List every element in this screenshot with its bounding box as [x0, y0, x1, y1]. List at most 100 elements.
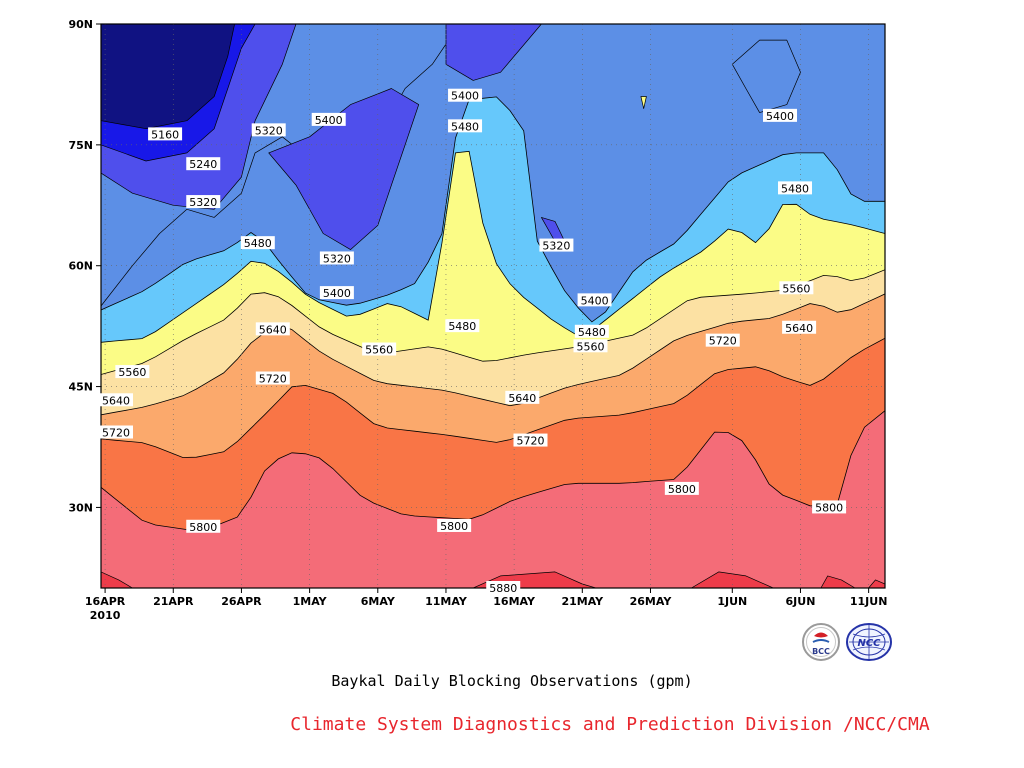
contour-label-text: 5240: [189, 158, 217, 171]
contour-label-text: 5480: [448, 320, 476, 333]
contour-labels: 5160 5240 5320 5320 5400 5400 5480 5400 5480 5320…: [98, 88, 847, 595]
contour-label-bg: [251, 123, 286, 137]
x-tick-label: 21MAY: [561, 595, 604, 608]
y-tick-label: 45N: [68, 381, 93, 394]
contour-label-bg: [437, 518, 472, 532]
contour-label-bg: [763, 108, 798, 122]
contour-label-text: 5480: [451, 120, 479, 133]
contour-label-text: 5480: [244, 237, 272, 250]
contour-label-text: 5400: [581, 294, 609, 307]
ncc-logo: NCC: [846, 623, 892, 661]
contour-label-bg: [240, 236, 275, 250]
contour-label: 5400: [311, 112, 346, 127]
contour-label-text: 5800: [440, 520, 468, 533]
x-tick-label: 26MAY: [630, 595, 673, 608]
contour-label-text: 5720: [516, 435, 544, 448]
contour-label: 5800: [812, 500, 847, 514]
contour-label-text: 5320: [323, 252, 351, 265]
y-tick-label: 90N: [68, 18, 93, 31]
bcc-logo-text: BCC: [812, 647, 830, 656]
contour-label-bg: [255, 371, 290, 385]
contour-label-bg: [148, 127, 183, 141]
x-tick-label: 16APR: [85, 595, 126, 608]
x-tick-label: 11JUN: [850, 595, 888, 608]
contour-label-bg: [98, 393, 133, 407]
contour-label: 5480: [448, 119, 483, 133]
blob-5320b: [268, 88, 420, 250]
contour-label: 5640: [255, 322, 290, 336]
x-tick-label: 1JUN: [717, 595, 747, 608]
contour-label: 5320: [251, 123, 286, 137]
contour-label: 5720: [98, 425, 133, 439]
x-tick-label: 6MAY: [361, 595, 396, 608]
contour-label: 5320: [319, 251, 354, 265]
contour-label-text: 5160: [151, 128, 179, 141]
contour-label-bg: [186, 195, 221, 209]
contour-label-bg: [705, 333, 740, 347]
contour-label-text: 5640: [102, 394, 130, 407]
hot-4: [820, 575, 856, 588]
contour-label-bg: [779, 281, 814, 295]
contour-label: 5640: [98, 393, 133, 407]
contour-label-bg: [319, 286, 354, 300]
contour-label: 5240: [186, 157, 221, 171]
contour-label: 5720: [255, 371, 290, 386]
contour-label-text: 5720: [259, 373, 287, 386]
hot-5: [868, 579, 885, 588]
contour-label-text: 5560: [576, 340, 604, 353]
contour-label: 5800: [664, 481, 699, 496]
contour-label-bg: [573, 339, 608, 353]
contour-label-bg: [782, 320, 817, 334]
x-tick-label: 6JUN: [786, 595, 816, 608]
contour-label: 5320: [186, 195, 221, 209]
x-tick-label: 16MAY: [493, 595, 536, 608]
contour-label: 5720: [513, 433, 548, 448]
contour-label-bg: [448, 88, 483, 102]
contour-label: 5560: [779, 281, 814, 295]
x-tick-label: 11MAY: [425, 595, 468, 608]
contour-label: 5480: [778, 181, 813, 195]
y-tick-label: 60N: [68, 260, 93, 273]
contour-lines: [101, 96, 885, 532]
contour-label-bg: [778, 181, 813, 195]
contour-label-text: 5400: [766, 110, 794, 123]
contour-fills: [101, 24, 885, 588]
contour-label: 5560: [573, 339, 608, 353]
contour-label: 5560: [115, 365, 150, 379]
blob-5400e: [731, 39, 801, 113]
contour-label-text: 5800: [815, 501, 843, 514]
y-axis: 90N 75N 60N 45N 30N: [68, 18, 101, 514]
contour-label-bg: [574, 324, 609, 338]
ncc-logo-text: NCC: [857, 638, 881, 649]
contour-label-text: 5320: [542, 240, 570, 253]
contour-label: 5160: [148, 127, 183, 141]
contour-label-text: 5320: [255, 124, 283, 137]
contour-label-bg: [255, 322, 290, 336]
contour-line-5560: [101, 269, 885, 375]
contour-label-bg: [445, 319, 480, 333]
contour-label-text: 5560: [782, 282, 810, 295]
contour-label-bg: [486, 581, 521, 594]
contour-label: 5480: [574, 324, 609, 339]
grid-lines: [101, 23, 885, 588]
contour-line-5400: [101, 96, 885, 323]
credit-line: Climate System Diagnostics and Predictio…: [290, 714, 930, 735]
contour-label: 5400: [448, 88, 483, 103]
contour-label-bg: [186, 519, 221, 533]
contour-label-bg: [362, 342, 397, 356]
contour-line-5640: [101, 293, 885, 416]
contour-label: 5800: [186, 519, 221, 534]
contour-label: 5400: [319, 286, 354, 300]
contour-label-text: 5800: [189, 521, 217, 534]
contour-label-text: 5400: [451, 90, 479, 103]
contour-label-bg: [311, 112, 346, 126]
contour-label-text: 5400: [315, 114, 343, 127]
contour-label-text: 5480: [781, 182, 809, 195]
contour-label-text: 5400: [323, 287, 351, 300]
blob-5160: [101, 24, 235, 130]
contour-label-bg: [448, 119, 483, 133]
contour-label: 5480: [445, 319, 480, 333]
x-tick-label: 21APR: [153, 595, 194, 608]
contour-label-bg: [577, 293, 612, 307]
